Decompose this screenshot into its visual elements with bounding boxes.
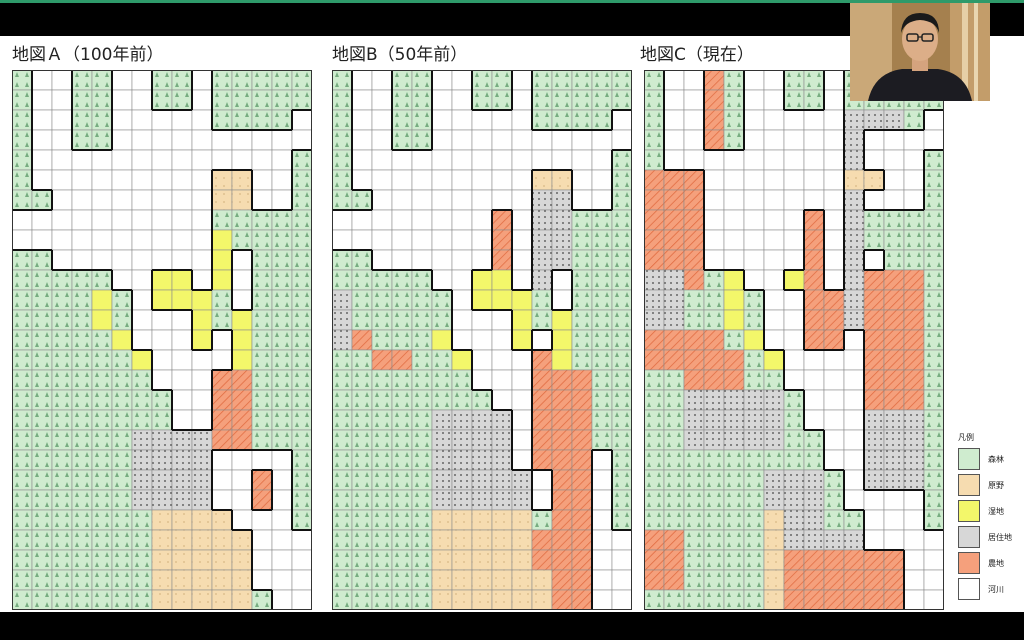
forest-swatch-icon: [958, 448, 980, 470]
map-c: [644, 70, 944, 610]
wetland-swatch-icon: [958, 500, 980, 522]
legend-label: 農地: [988, 559, 1004, 568]
legend-item-river: 河川: [958, 578, 1014, 600]
presenter-video-icon: [850, 3, 990, 101]
legend-item-residential: 居住地: [958, 526, 1014, 548]
map-c-title: 地図C（現在）: [640, 45, 754, 65]
map-legend: 凡例 森林 原野 湿地 居住地 農地 河川: [952, 432, 1014, 608]
legend-item-farm: 農地: [958, 552, 1014, 574]
map-a-title: 地図Ａ（100年前）: [12, 45, 164, 65]
legend-title: 凡例: [958, 433, 974, 442]
field-swatch-icon: [958, 474, 980, 496]
map-a: [12, 70, 312, 610]
shared-slide: 地図Ａ（100年前） 地図B（50年前） 地図C（現在）: [0, 36, 1024, 612]
legend-item-forest: 森林: [958, 448, 1014, 470]
farm-swatch-icon: [958, 552, 980, 574]
map-b-title: 地図B（50年前）: [332, 45, 468, 65]
legend-label: 原野: [988, 481, 1004, 490]
map-b: [332, 70, 632, 610]
legend-label: 森林: [988, 455, 1004, 464]
meeting-accent-line: [0, 0, 1024, 3]
legend-item-wetland: 湿地: [958, 500, 1014, 522]
meeting-bottom-bar: [0, 612, 1024, 640]
legend-label: 湿地: [988, 507, 1004, 516]
legend-item-field: 原野: [958, 474, 1014, 496]
presenter-webcam[interactable]: [850, 3, 990, 101]
legend-label: 河川: [988, 585, 1004, 594]
river-swatch-icon: [958, 578, 980, 600]
legend-label: 居住地: [988, 533, 1012, 542]
residential-swatch-icon: [958, 526, 980, 548]
